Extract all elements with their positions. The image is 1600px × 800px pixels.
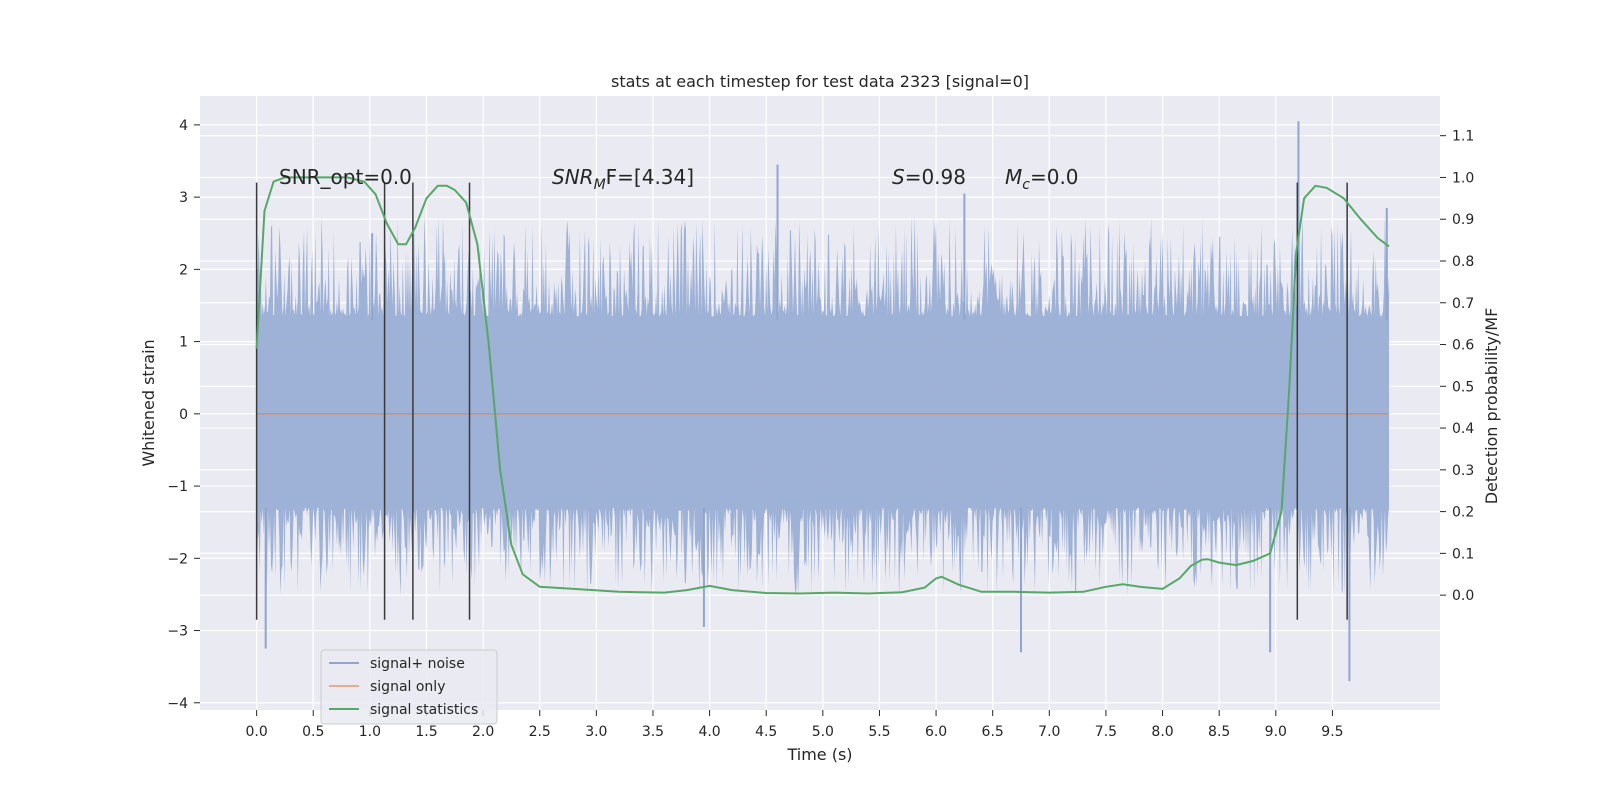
annotation-snr-opt: SNR_opt=0.0 <box>279 165 412 189</box>
x-tick-label: 2.5 <box>529 724 551 740</box>
y2-tick-label: 0.7 <box>1452 296 1474 312</box>
x-axis-title: Time (s) <box>786 745 852 764</box>
legend-label-statistics: signal statistics <box>370 702 478 718</box>
y-tick-label: 4 <box>179 118 188 134</box>
y-tick-label: −1 <box>167 479 188 495</box>
y-tick-label: −3 <box>167 624 188 640</box>
x-tick-label: 4.0 <box>698 724 720 740</box>
x-tick-label: 7.0 <box>1038 724 1060 740</box>
y2-tick-label: 0.0 <box>1452 588 1474 604</box>
x-tick-label: 3.5 <box>642 724 664 740</box>
y2-tick-label: 0.8 <box>1452 254 1474 270</box>
x-tick-label: 0.0 <box>245 724 267 740</box>
y2-tick-label: 1.1 <box>1452 129 1474 145</box>
noise-spikes <box>264 121 1388 682</box>
y-axis-ticks: 4 3 2 1 0 −1 −2 −3 −4 <box>167 118 200 712</box>
annotation-s: S=0.98 <box>892 165 966 189</box>
mc-var: M <box>1005 165 1022 189</box>
x-tick-label: 6.0 <box>925 724 947 740</box>
y-tick-label: 1 <box>179 335 188 351</box>
x-tick-label: 6.5 <box>982 724 1004 740</box>
x-tick-label: 1.0 <box>359 724 381 740</box>
x-tick-label: 5.0 <box>812 724 834 740</box>
annotation-mc: Mc=0.0 <box>1005 165 1079 193</box>
x-tick-label: 3.0 <box>585 724 607 740</box>
annotation-snr-mf: SNRMF=[4.34] <box>552 165 694 193</box>
y2-tick-label: 0.4 <box>1452 421 1474 437</box>
x-tick-label: 1.5 <box>415 724 437 740</box>
s-val: =0.98 <box>905 165 966 189</box>
y-tick-label: −4 <box>167 696 188 712</box>
y-axis-title: Whitened strain <box>139 339 158 466</box>
s-var: S <box>892 165 905 189</box>
x-tick-label: 9.0 <box>1265 724 1287 740</box>
legend: signal+ noise signal only signal statist… <box>320 649 498 725</box>
noise-band <box>256 215 1390 598</box>
mc-val: =0.0 <box>1030 165 1079 189</box>
signal-statistics-line <box>255 176 1390 595</box>
y2-tick-label: 0.9 <box>1452 212 1474 228</box>
x-tick-label: 4.5 <box>755 724 777 740</box>
mc-sub: c <box>1022 177 1030 193</box>
legend-box <box>320 649 498 725</box>
y-tick-label: 3 <box>179 190 188 206</box>
y-tick-label: 0 <box>179 407 188 423</box>
y2-tick-label: 0.5 <box>1452 379 1474 395</box>
y2-tick-label: 0.3 <box>1452 463 1474 479</box>
x-axis-ticks: 0.0 0.5 1.0 1.5 2.0 2.5 3.0 3.5 4.0 4.5 5.0 5.5 6.0 6… <box>245 710 1344 740</box>
legend-label-signal: signal only <box>370 679 445 695</box>
y2-axis-ticks: 1.1 1.0 0.9 0.8 0.7 0.6 0.5 0.4 0.3 0.2 0.1 0.0 <box>1440 129 1474 604</box>
y2-tick-label: 1.0 <box>1452 170 1474 186</box>
x-tick-label: 5.5 <box>868 724 890 740</box>
y-tick-label: −2 <box>167 551 188 567</box>
y2-tick-label: 0.6 <box>1452 338 1474 354</box>
x-tick-label: 7.5 <box>1095 724 1117 740</box>
x-tick-label: 0.5 <box>302 724 324 740</box>
y2-tick-label: 0.1 <box>1452 546 1474 562</box>
vertical-markers <box>255 182 1348 620</box>
snr-mf-suffix: F=[4.34] <box>606 165 694 189</box>
snr-mf-sub: M <box>594 177 606 193</box>
y2-tick-label: 0.2 <box>1452 505 1474 521</box>
x-tick-label: 2.0 <box>472 724 494 740</box>
y-tick-label: 2 <box>179 262 188 278</box>
snr-mf-prefix: SNR <box>552 165 594 189</box>
y2-axis-title: Detection probability/MF <box>1482 308 1501 505</box>
x-tick-label: 8.0 <box>1151 724 1173 740</box>
x-tick-label: 8.5 <box>1208 724 1230 740</box>
chart-title: stats at each timestep for test data 232… <box>611 72 1029 91</box>
legend-label-noise: signal+ noise <box>370 656 465 672</box>
x-tick-label: 9.5 <box>1321 724 1343 740</box>
